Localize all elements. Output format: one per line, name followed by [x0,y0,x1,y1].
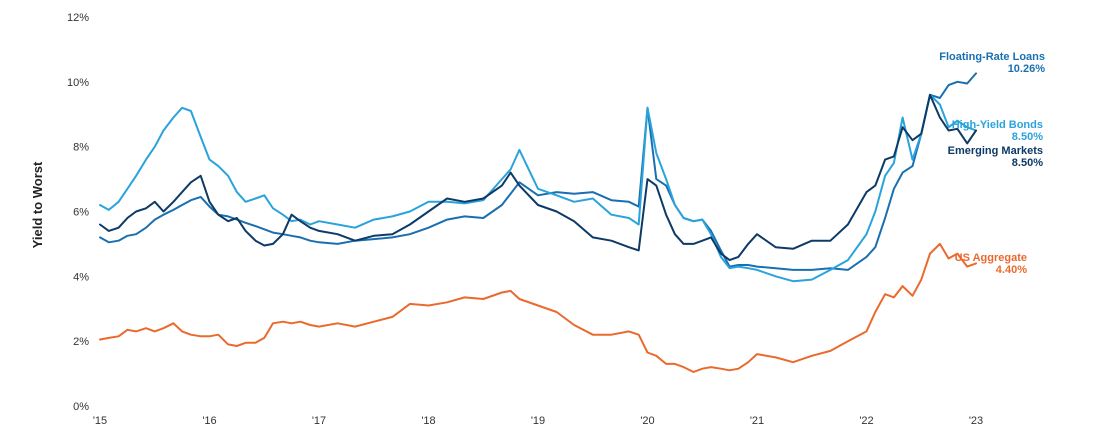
y-tick-label: 10% [67,77,89,89]
series-line-floating-rate-loans [99,72,977,271]
x-tick-label: '21 [750,415,764,427]
y-axis-label: Yield to Worst [30,161,45,248]
series-name-us-aggregate: US Aggregate [955,252,1027,264]
y-tick-label: 2% [73,336,89,348]
y-tick-label: 0% [73,401,89,413]
series-end-value-high-yield-bonds: 8.50% [1012,131,1043,143]
y-tick-label: 6% [73,207,89,219]
x-tick-label: '18 [421,415,435,427]
x-tick-label: '23 [969,415,983,427]
x-tick-label: '15 [93,415,107,427]
x-axis-ticks: '15 '16 '17 '18 '19 '20 '21 '22 '23 [93,415,983,427]
series-line-emerging-markets [99,93,977,262]
x-tick-label: '19 [531,415,545,427]
series-end-value-floating-rate-loans: 10.26% [1008,63,1046,75]
x-tick-label: '22 [859,415,873,427]
y-axis-ticks: 0% 2% 4% 6% 8% 10% 12% [67,12,89,413]
series-name-floating-rate-loans: Floating-Rate Loans [939,51,1045,63]
series-lines [99,72,977,373]
series-name-high-yield-bonds: High-Yield Bonds [952,119,1043,131]
y-tick-label: 8% [73,142,89,154]
x-tick-label: '17 [312,415,326,427]
series-name-emerging-markets: Emerging Markets [948,145,1043,157]
x-tick-label: '20 [640,415,654,427]
series-end-value-us-aggregate: 4.40% [996,264,1027,276]
y-tick-label: 12% [67,12,89,24]
series-end-value-emerging-markets: 8.50% [1012,157,1043,169]
series-line-high-yield-bonds [99,93,977,283]
series-line-us-aggregate [99,242,977,373]
x-tick-label: '16 [202,415,216,427]
y-tick-label: 4% [73,271,89,283]
